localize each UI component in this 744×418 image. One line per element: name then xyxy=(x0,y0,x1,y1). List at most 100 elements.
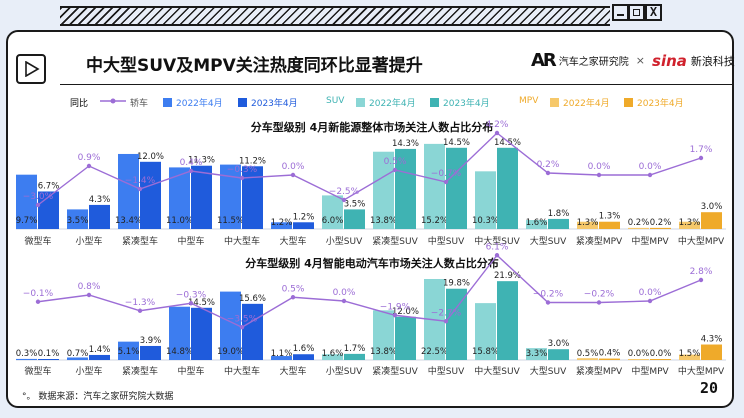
play-icon xyxy=(16,54,46,84)
chart1-huanbi-label: 0.9% xyxy=(78,153,101,163)
chart1-data-label: 1.3% xyxy=(577,218,599,228)
page-number: 20 xyxy=(700,379,719,397)
chart1-data-label: 10.3% xyxy=(472,216,499,226)
chart1-bar xyxy=(344,209,365,229)
chart2-huanbi-label: 6.1% xyxy=(486,242,509,252)
chart1-data-label: 3.5% xyxy=(67,216,89,226)
chart2-bar xyxy=(322,354,343,360)
chart2-data-label: 22.5% xyxy=(421,347,448,357)
chart1-tick-label: 中大型SUV xyxy=(474,235,520,247)
chart1-huanbi-point xyxy=(392,167,398,173)
chart1-tick-label: 大型车 xyxy=(279,235,306,247)
legend-swatch xyxy=(356,98,365,107)
chart2-data-label: 3.0% xyxy=(548,339,570,349)
chart2-data-label: 1.1% xyxy=(271,349,293,359)
chart1-huanbi-point xyxy=(494,130,500,136)
chart2-bar xyxy=(701,344,722,360)
chart2-data-label: 0.4% xyxy=(599,349,621,359)
chart2-data-label: 19.0% xyxy=(217,347,244,357)
chart2-tick-label: 小型车 xyxy=(75,365,102,377)
chart2-data-label: 1.5% xyxy=(679,349,701,359)
chart1-huanbi-label: 0.0% xyxy=(639,162,662,172)
chart2-bar xyxy=(679,354,700,360)
chart2-data-label: 0.0% xyxy=(650,349,672,359)
chart1-data-label: 14.3% xyxy=(392,139,419,149)
autohome-logo-text: 汽车之家研究院 xyxy=(558,57,629,68)
chart1-huanbi-label: 1.7% xyxy=(690,145,713,155)
chart1-bar xyxy=(628,227,649,229)
chart2-bar xyxy=(271,356,292,360)
chart2-tick-label: 紧凑型SUV xyxy=(372,365,418,377)
chart1-data-label: 6.0% xyxy=(322,216,344,226)
chart2-bar xyxy=(526,348,547,360)
chart1-bar xyxy=(169,167,190,229)
chart1-huanbi-label: 0.4% xyxy=(180,158,203,168)
chart1-data-label: 14.5% xyxy=(443,138,470,148)
chart1-bar xyxy=(475,171,496,229)
chart1-data-label: 3.5% xyxy=(344,199,366,209)
chart1-data-label: 13.8% xyxy=(370,216,397,226)
chart1-bar xyxy=(577,221,598,229)
chart2-data-label: 0.5% xyxy=(577,349,599,359)
chart1-tick-label: 中型MPV xyxy=(631,235,669,247)
chart1-huanbi-point xyxy=(698,155,704,161)
chart2-bar xyxy=(38,359,59,360)
chart2-huanbi-label: −0.3% xyxy=(176,290,207,300)
legend-mpv: MPV xyxy=(519,96,539,106)
chart1-data-label: 14.5% xyxy=(494,138,521,148)
chart2-bar xyxy=(344,353,365,360)
chart2-bar xyxy=(293,354,314,360)
chart1-huanbi-point xyxy=(596,172,602,178)
chart1-data-label: 9.7% xyxy=(16,216,38,226)
chart1-bar xyxy=(497,147,518,229)
chart1-tick-label: 紧凑型MPV xyxy=(576,235,623,247)
chart1-bar xyxy=(395,148,416,229)
chart1-huanbi-label: 4.2% xyxy=(486,120,509,130)
chart1-bar xyxy=(242,166,263,229)
chart1-data-label: 3.0% xyxy=(701,202,723,212)
chart2-tick-label: 小型SUV xyxy=(326,366,363,377)
chart2-bar xyxy=(242,303,263,360)
chart2-data-label: 14.5% xyxy=(188,298,215,308)
chart1-huanbi-label: −2.5% xyxy=(329,187,360,197)
chart1-data-label: 1.2% xyxy=(293,212,315,222)
chart1-bar xyxy=(679,221,700,229)
chart2-data-label: 12.0% xyxy=(392,307,419,317)
maximize-icon xyxy=(628,4,645,21)
chart2-tick-label: 紧凑型MPV xyxy=(576,365,623,377)
chart2-data-label: 0.1% xyxy=(38,349,60,359)
chart2-bar xyxy=(650,359,671,360)
chart1-data-label: 13.4% xyxy=(115,216,142,226)
chart2-huanbi-label: −0.2% xyxy=(533,290,564,300)
chart2-bar xyxy=(16,358,37,360)
chart2-huanbi-point xyxy=(290,295,296,300)
chart1-huanbi-point xyxy=(188,168,194,174)
chart2-huanbi-point xyxy=(596,300,602,305)
chart1-title: 分车型级别 4月新能源整体市场关注人数占比分布 xyxy=(250,121,494,134)
chart1-bar xyxy=(701,212,722,229)
chart2-data-label: 14.8% xyxy=(166,347,193,357)
chart1-data-label: 1.2% xyxy=(271,218,293,228)
chart2-data-label: 15.8% xyxy=(472,347,499,357)
chart1-bar xyxy=(424,143,445,229)
chart2-data-label: 4.3% xyxy=(701,335,723,345)
chart1-bar xyxy=(446,147,467,229)
chart1-huanbi-label: 0.0% xyxy=(588,162,611,172)
legend-mpv-2023: 2023年4月 xyxy=(624,96,684,109)
chart1-huanbi-label: 0.2% xyxy=(537,160,560,170)
chart1-data-label: 1.3% xyxy=(679,218,701,228)
chart1-bar xyxy=(140,161,161,229)
chart2-bar xyxy=(446,288,467,360)
chart2-data-label: 1.7% xyxy=(344,344,366,354)
chart1-tick-label: 小型SUV xyxy=(326,236,363,247)
chart2-huanbi-line xyxy=(37,254,702,329)
legend-line xyxy=(100,96,126,108)
chart1-data-label: 6.7% xyxy=(38,181,60,191)
chart1-tick-label: 中型SUV xyxy=(428,235,465,247)
chart1-bar xyxy=(271,222,292,229)
title-divider xyxy=(60,84,734,85)
chart1-bar xyxy=(220,164,241,229)
autohome-logo: AR xyxy=(531,50,557,71)
chart2-title: 分车型级别 4月智能电动汽车市场关注人数占比分布 xyxy=(245,257,499,270)
chart2-bar xyxy=(497,281,518,360)
